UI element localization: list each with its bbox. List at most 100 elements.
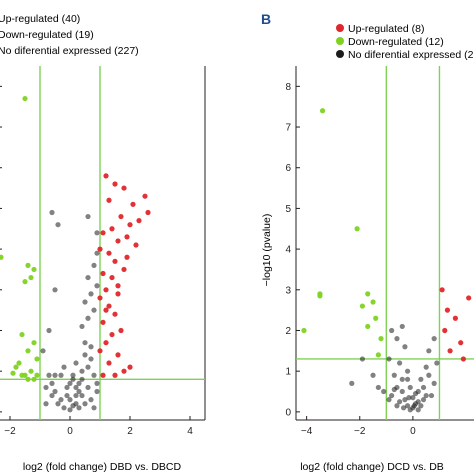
data-point-nodiff: [394, 403, 400, 409]
data-point-up: [97, 295, 103, 301]
data-point-down: [10, 370, 16, 376]
data-point-up: [103, 287, 109, 293]
data-point-nodiff: [389, 327, 395, 334]
data-point-nodiff: [49, 209, 55, 216]
data-point-nodiff: [370, 372, 376, 378]
y-tick-label: 0: [285, 407, 291, 418]
data-point-nodiff: [79, 323, 85, 330]
legend-label-up-left: Up-regulated (40): [0, 13, 80, 25]
data-point-up: [103, 173, 109, 179]
data-point-nodiff: [67, 380, 73, 386]
data-point-nodiff: [389, 392, 395, 399]
right-x-axis-title: log2 (fold change) DCD vs. DB: [300, 461, 444, 473]
data-point-up: [109, 274, 115, 281]
data-point-nodiff: [52, 287, 58, 293]
data-point-nodiff: [76, 380, 82, 386]
data-point-up: [118, 213, 124, 220]
data-point-down: [375, 352, 381, 358]
data-point-nodiff: [428, 392, 435, 399]
data-point-nodiff: [82, 352, 88, 358]
data-point-nodiff: [407, 384, 413, 391]
data-point-nodiff: [423, 392, 429, 399]
data-point-nodiff: [73, 401, 79, 407]
data-point-nodiff: [410, 395, 416, 401]
data-point-nodiff: [85, 384, 91, 391]
data-point-down: [319, 108, 326, 114]
data-point-nodiff: [381, 388, 387, 395]
data-point-nodiff: [85, 213, 91, 220]
data-point-nodiff: [40, 348, 46, 354]
data-point-nodiff: [67, 407, 73, 413]
data-point-up: [106, 360, 112, 366]
data-point-down: [354, 226, 360, 232]
data-point-nodiff: [91, 405, 97, 411]
data-point-nodiff: [73, 360, 79, 366]
data-point-nodiff: [412, 390, 419, 397]
data-point-nodiff: [391, 372, 397, 378]
data-point-nodiff: [375, 384, 381, 391]
data-point-nodiff: [411, 403, 417, 409]
data-point-down: [22, 95, 28, 102]
data-point-up: [444, 307, 451, 313]
data-point-nodiff: [73, 384, 79, 391]
data-point-nodiff: [73, 392, 79, 399]
x-tick-label: −2: [4, 426, 16, 437]
data-point-nodiff: [415, 407, 421, 413]
data-point-up: [121, 266, 127, 273]
data-point-nodiff: [404, 376, 411, 382]
data-point-up: [109, 331, 115, 338]
data-point-nodiff: [426, 372, 432, 378]
data-point-up: [112, 311, 118, 317]
data-point-down: [378, 336, 384, 342]
data-point-up: [439, 287, 445, 293]
data-point-nodiff: [55, 401, 61, 407]
data-point-nodiff: [407, 407, 413, 413]
data-point-nodiff: [52, 388, 58, 395]
data-point-up: [100, 270, 106, 277]
data-point-nodiff: [415, 399, 421, 405]
data-point-nodiff: [431, 380, 437, 386]
data-point-up: [130, 201, 136, 207]
data-point-nodiff: [67, 397, 73, 403]
data-point-up: [100, 230, 106, 236]
data-point-nodiff: [94, 380, 100, 386]
data-point-down: [34, 356, 40, 362]
panel-a-plot: −2 0 2 4: [0, 66, 206, 437]
data-point-down: [31, 340, 37, 346]
data-point-up: [112, 258, 118, 264]
x-tick-label: 0: [410, 426, 416, 437]
data-point-nodiff: [418, 376, 424, 382]
data-point-nodiff: [82, 299, 88, 305]
data-point-down: [373, 315, 379, 321]
data-points: [0, 95, 151, 413]
left-x-axis-title: log2 (fold change) DBD vs. DBCD: [23, 461, 182, 473]
data-point-nodiff: [359, 356, 366, 362]
data-point-up: [127, 222, 133, 228]
data-point-nodiff: [64, 384, 70, 391]
data-point-down: [28, 274, 34, 281]
data-point-down: [301, 327, 307, 334]
data-point-down: [25, 376, 31, 382]
data-point-nodiff: [404, 403, 411, 409]
data-point-nodiff: [426, 348, 432, 354]
y-tick-label: 2: [285, 326, 291, 337]
data-point-down: [22, 279, 28, 285]
data-point-nodiff: [88, 344, 94, 350]
data-point-nodiff: [88, 397, 94, 403]
data-point-up: [115, 352, 121, 358]
data-point-up: [458, 340, 464, 346]
data-point-up: [109, 226, 115, 232]
x-tick-label: 0: [67, 426, 73, 437]
right-y-axis-title: −log10 (pvalue): [261, 214, 273, 287]
legend-label-nodiff-left: No diferential expressed (227): [0, 45, 139, 57]
data-point-nodiff: [43, 384, 49, 391]
y-tick-label: 1: [285, 367, 291, 378]
x-tick-label: −2: [354, 426, 366, 437]
data-point-up: [452, 315, 459, 321]
data-point-nodiff: [94, 230, 100, 236]
data-point-down: [31, 266, 37, 273]
legend-marker-up: [336, 24, 344, 32]
data-point-up: [103, 307, 109, 313]
data-point-nodiff: [91, 262, 97, 268]
